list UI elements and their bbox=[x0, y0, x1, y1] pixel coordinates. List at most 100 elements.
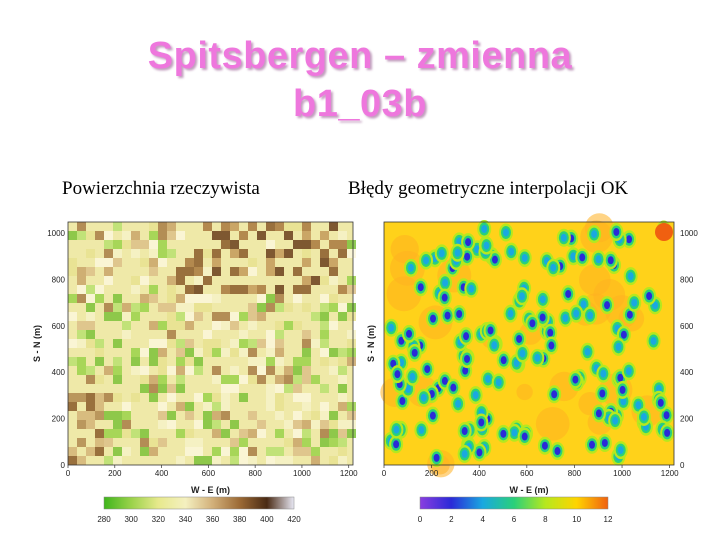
left-map-cell bbox=[248, 366, 257, 375]
colorbar-tick-label: 360 bbox=[206, 515, 220, 524]
right-map-blob-core bbox=[508, 247, 515, 256]
right-map-blob-core bbox=[625, 367, 632, 376]
colorbar-tick-label: 12 bbox=[604, 515, 613, 524]
left-map-cell bbox=[221, 240, 230, 249]
right-map-blob-core bbox=[393, 425, 400, 434]
colorbar-tick-label: 400 bbox=[260, 515, 274, 524]
left-map-cell bbox=[176, 231, 185, 240]
left-map-cell bbox=[77, 321, 86, 330]
left-map-cell bbox=[95, 393, 104, 402]
left-map-cell bbox=[338, 393, 347, 402]
left-map-cell bbox=[185, 438, 194, 447]
right-map-blob-core bbox=[548, 341, 555, 350]
colorbar-tick-label: 340 bbox=[179, 515, 193, 524]
left-map-cell bbox=[77, 411, 86, 420]
left-map-cell bbox=[338, 240, 347, 249]
left-map-cell bbox=[284, 222, 293, 231]
left-map-cell bbox=[104, 312, 113, 321]
left-map-cell bbox=[77, 366, 86, 375]
right-map-blob-core bbox=[411, 348, 418, 357]
left-map-cell bbox=[266, 384, 275, 393]
right-map-blob-core bbox=[405, 385, 412, 394]
right-map-blob-core bbox=[441, 376, 448, 385]
left-map-cell bbox=[275, 447, 284, 456]
left-map-cell bbox=[239, 447, 248, 456]
left-map-cell bbox=[194, 393, 203, 402]
right-map-blob-core bbox=[565, 289, 572, 298]
left-map-cell bbox=[131, 303, 140, 312]
left-map-cell bbox=[212, 420, 221, 429]
left-map-cell bbox=[302, 339, 311, 348]
subtitle-left: Powierzchnia rzeczywista bbox=[62, 178, 260, 199]
left-map-cell bbox=[302, 258, 311, 267]
left-map-cell bbox=[275, 393, 284, 402]
left-map-cell bbox=[176, 384, 185, 393]
left-map-cell bbox=[104, 231, 113, 240]
left-map-cell bbox=[176, 348, 185, 357]
left-map-cell bbox=[302, 348, 311, 357]
colorbar-tick-label: 8 bbox=[543, 515, 548, 524]
x-tick-label: 400 bbox=[155, 469, 169, 478]
right-map-blob-core bbox=[478, 418, 485, 427]
left-map-cell bbox=[203, 303, 212, 312]
left-map-cell bbox=[302, 357, 311, 366]
x-axis-label: W - E (m) bbox=[510, 485, 549, 495]
left-map-cell bbox=[293, 447, 302, 456]
left-map-cell bbox=[302, 438, 311, 447]
right-map-blob-core bbox=[484, 374, 491, 383]
right-map-blob-core bbox=[615, 342, 622, 351]
left-map-cell bbox=[275, 456, 284, 465]
left-map-cell bbox=[131, 240, 140, 249]
left-map-cell bbox=[131, 357, 140, 366]
left-map-cell bbox=[248, 411, 257, 420]
left-map-cell bbox=[194, 357, 203, 366]
left-map-cell bbox=[275, 321, 284, 330]
left-map-cell bbox=[293, 294, 302, 303]
left-map-cell bbox=[68, 447, 77, 456]
x-tick-label: 200 bbox=[108, 469, 122, 478]
left-map-cell bbox=[266, 258, 275, 267]
right-map-blob-core bbox=[464, 354, 471, 363]
left-map-cell bbox=[284, 249, 293, 258]
right-map-blob-core bbox=[511, 428, 518, 437]
left-map-cell bbox=[320, 348, 329, 357]
left-map-cell bbox=[68, 357, 77, 366]
left-map-cell bbox=[284, 375, 293, 384]
left-map-cell bbox=[257, 339, 266, 348]
left-map-cell bbox=[158, 420, 167, 429]
left-map-cell bbox=[239, 429, 248, 438]
x-tick-label: 800 bbox=[568, 469, 582, 478]
left-map-cell bbox=[320, 357, 329, 366]
left-map-cell bbox=[86, 294, 95, 303]
map-frame bbox=[383, 221, 675, 466]
left-map-cell bbox=[149, 375, 158, 384]
left-map-cell bbox=[140, 303, 149, 312]
right-map-blob-core bbox=[454, 248, 461, 257]
right-map-blob-core bbox=[547, 328, 554, 337]
left-map-cell bbox=[68, 258, 77, 267]
left-map-cell bbox=[122, 447, 131, 456]
left-map-cell bbox=[158, 375, 167, 384]
left-map-cell bbox=[104, 267, 113, 276]
colorbar-tick-label: 10 bbox=[572, 515, 581, 524]
left-map-cell bbox=[86, 420, 95, 429]
right-map-blob-core bbox=[430, 314, 437, 323]
left-map-cell bbox=[113, 258, 122, 267]
left-map-cell bbox=[248, 303, 257, 312]
left-map-cell bbox=[221, 285, 230, 294]
right-map-blob-core bbox=[461, 427, 468, 436]
left-map-cell bbox=[140, 348, 149, 357]
left-map-cell bbox=[311, 375, 320, 384]
left-map-cell bbox=[77, 330, 86, 339]
left-map-cell bbox=[185, 258, 194, 267]
left-map-cell bbox=[167, 420, 176, 429]
left-map-cell bbox=[95, 357, 104, 366]
right-map-blob-core bbox=[652, 301, 659, 310]
left-map-cell bbox=[77, 276, 86, 285]
left-map-cell bbox=[95, 231, 104, 240]
right-map-blob-core bbox=[588, 440, 595, 449]
left-map-cell bbox=[185, 303, 194, 312]
y-tick-label: 600 bbox=[680, 322, 694, 331]
left-map-cell bbox=[329, 429, 338, 438]
left-map-cell bbox=[104, 456, 113, 465]
